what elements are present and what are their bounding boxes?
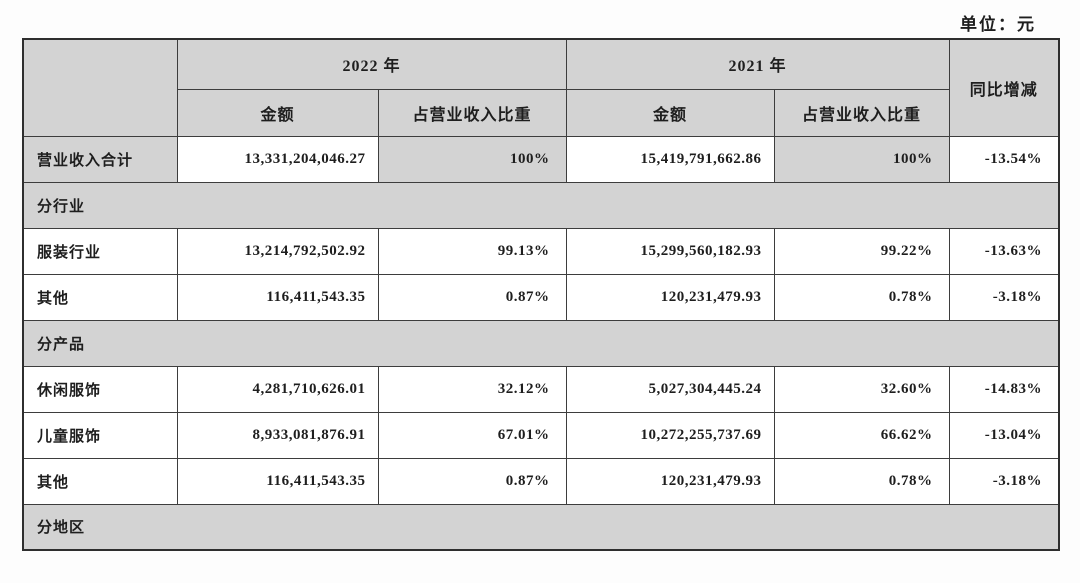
year-2022-header: 2022 年 [176, 38, 567, 90]
amount-2022-cell: 116,411,543.35 [176, 273, 379, 321]
ratio-2021-cell: 99.22% [773, 227, 950, 275]
amount-2022-cell: 4,281,710,626.01 [176, 365, 379, 413]
yoy-cell: -13.63% [948, 227, 1060, 275]
amount-2022-header: 金额 [176, 88, 379, 137]
table-row-other-industry: 其他 116,411,543.35 0.87% 120,231,479.93 0… [22, 273, 1060, 321]
section-row-by-product: 分产品 [22, 319, 1060, 367]
ratio-2022-cell: 100% [377, 135, 567, 183]
yoy-cell: -14.83% [948, 365, 1060, 413]
ratio-2022-cell: 67.01% [377, 411, 567, 459]
amount-2021-cell: 10,272,255,737.69 [565, 411, 775, 459]
amount-2022-cell: 13,331,204,046.27 [176, 135, 379, 183]
header-row-years: 2022 年 2021 年 同比增减 [22, 38, 1060, 137]
amount-2021-cell: 15,299,560,182.93 [565, 227, 775, 275]
row-label: 服装行业 [22, 227, 178, 275]
table-row-apparel-industry: 服装行业 13,214,792,502.92 99.13% 15,299,560… [22, 227, 1060, 275]
ratio-2022-header: 占营业收入比重 [377, 88, 567, 137]
row-label: 营业收入合计 [22, 135, 178, 183]
yoy-cell: -13.54% [948, 135, 1060, 183]
section-row-by-region: 分地区 [22, 503, 1060, 551]
table-row-other-product: 其他 116,411,543.35 0.87% 120,231,479.93 0… [22, 457, 1060, 505]
yoy-header: 同比增减 [948, 38, 1060, 137]
table-row-total-revenue: 营业收入合计 13,331,204,046.27 100% 15,419,791… [22, 135, 1060, 183]
table-row-children-wear: 儿童服饰 8,933,081,876.91 67.01% 10,272,255,… [22, 411, 1060, 459]
ratio-2021-cell: 66.62% [773, 411, 950, 459]
amount-2022-cell: 13,214,792,502.92 [176, 227, 379, 275]
amount-2022-cell: 116,411,543.35 [176, 457, 379, 505]
row-label: 儿童服饰 [22, 411, 178, 459]
ratio-2021-cell: 100% [773, 135, 950, 183]
year-2021-header: 2021 年 [565, 38, 950, 90]
row-label: 其他 [22, 457, 178, 505]
ratio-2021-cell: 32.60% [773, 365, 950, 413]
ratio-2021-cell: 0.78% [773, 273, 950, 321]
revenue-breakdown-table: 2022 年 2021 年 同比增减 金额 占营业收入比重 金额 占营业收入比重… [22, 38, 1061, 551]
table-row-casual-wear: 休闲服饰 4,281,710,626.01 32.12% 5,027,304,4… [22, 365, 1060, 413]
section-row-by-industry: 分行业 [22, 181, 1060, 229]
amount-2021-cell: 120,231,479.93 [565, 273, 775, 321]
row-label: 休闲服饰 [22, 365, 178, 413]
header-row-metrics: 金额 占营业收入比重 金额 占营业收入比重 [23, 88, 1059, 137]
yoy-cell: -3.18% [948, 457, 1060, 505]
section-label: 分行业 [22, 181, 1060, 229]
corner-cell [22, 38, 178, 137]
section-label: 分地区 [22, 503, 1060, 551]
yoy-cell: -3.18% [948, 273, 1060, 321]
ratio-2022-cell: 99.13% [377, 227, 567, 275]
amount-2021-header: 金额 [565, 88, 775, 137]
yoy-cell: -13.04% [948, 411, 1060, 459]
ratio-2022-cell: 32.12% [377, 365, 567, 413]
amount-2022-cell: 8,933,081,876.91 [176, 411, 379, 459]
ratio-2022-cell: 0.87% [377, 457, 567, 505]
row-label: 其他 [22, 273, 178, 321]
amount-2021-cell: 120,231,479.93 [565, 457, 775, 505]
unit-label: 单位：元 [960, 15, 1036, 34]
section-label: 分产品 [22, 319, 1060, 367]
amount-2021-cell: 5,027,304,445.24 [565, 365, 775, 413]
amount-2021-cell: 15,419,791,662.86 [565, 135, 775, 183]
ratio-2022-cell: 0.87% [377, 273, 567, 321]
ratio-2021-header: 占营业收入比重 [773, 88, 950, 137]
ratio-2021-cell: 0.78% [773, 457, 950, 505]
